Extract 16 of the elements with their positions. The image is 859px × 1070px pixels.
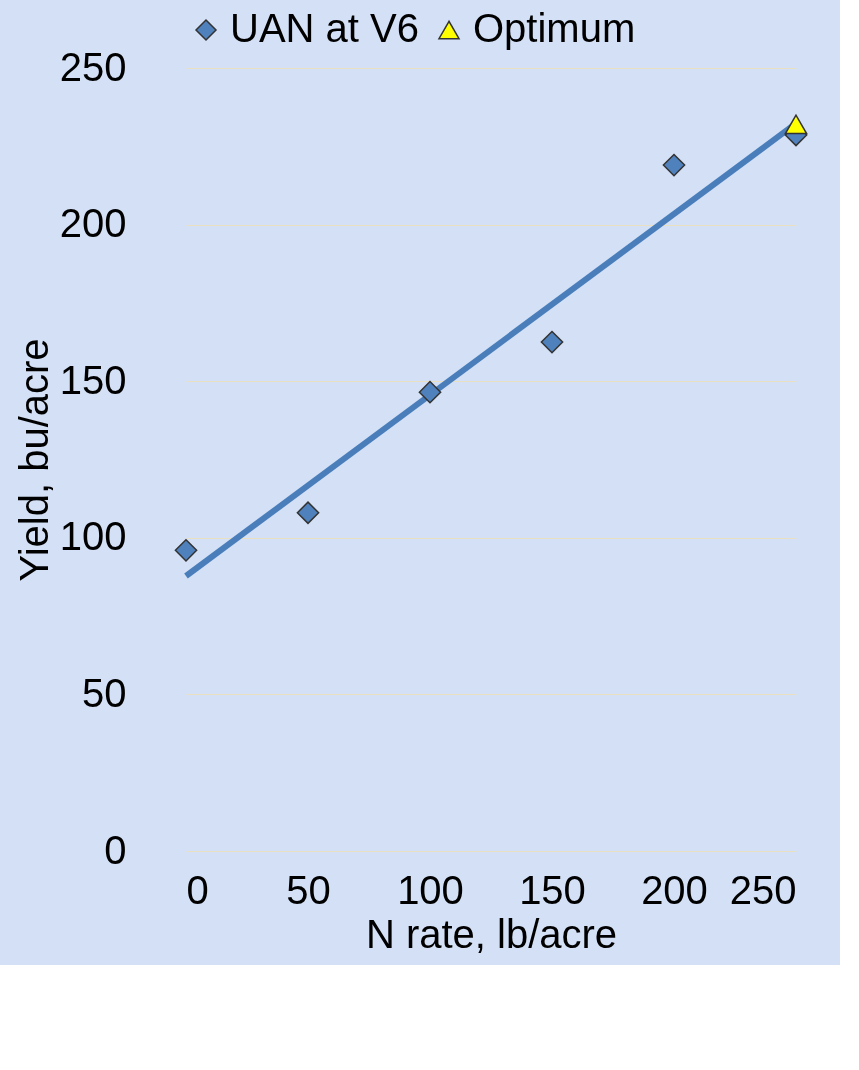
y-tick-label: 50 bbox=[82, 670, 127, 715]
y-tick-label: 150 bbox=[59, 357, 127, 402]
x-tick-label: 100 bbox=[397, 867, 464, 912]
x-tick-label: 150 bbox=[519, 867, 586, 912]
legend-label: UAN at V6 bbox=[230, 6, 419, 50]
x-axis-title: N rate, lb/acre bbox=[365, 911, 618, 956]
y-tick-label: 0 bbox=[104, 827, 127, 872]
y-tick-label: 100 bbox=[59, 514, 127, 559]
y-tick-label: 200 bbox=[59, 201, 127, 246]
x-tick-label: 0 bbox=[186, 867, 209, 912]
legend-label: Optimum bbox=[473, 6, 636, 50]
y-tick-label: 250 bbox=[59, 44, 127, 89]
x-tick-label: 200 bbox=[641, 867, 708, 912]
x-tick-label: 50 bbox=[286, 867, 331, 912]
x-tick-label: 250 bbox=[729, 867, 797, 912]
y-axis-title: Yield, bu/acre bbox=[11, 338, 56, 582]
